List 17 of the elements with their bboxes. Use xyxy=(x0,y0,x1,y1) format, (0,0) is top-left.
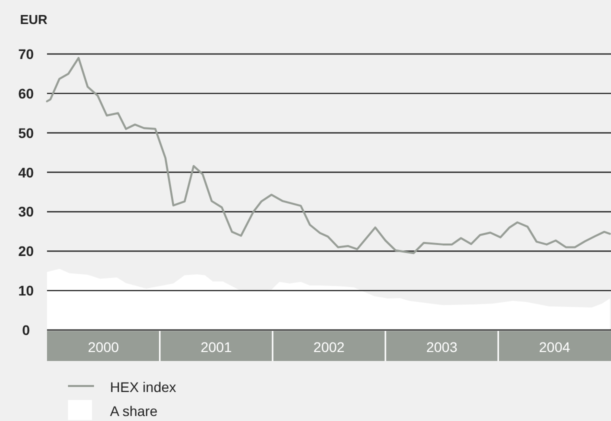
legend-label: A share xyxy=(110,403,158,419)
y-tick-label: 60 xyxy=(18,85,34,102)
x-tick-label: 2002 xyxy=(313,339,345,355)
y-tick-label: 10 xyxy=(18,282,34,299)
x-tick-label: 2004 xyxy=(539,339,570,355)
x-tick-label: 2003 xyxy=(426,339,458,355)
y-axis-title: EUR xyxy=(20,12,48,27)
y-tick-label: 70 xyxy=(18,46,34,62)
y-tick-label: 0 xyxy=(22,322,30,338)
y-tick-label: 40 xyxy=(18,164,34,180)
y-tick-label: 30 xyxy=(18,204,34,220)
legend-label: HEX index xyxy=(110,379,176,395)
x-tick-label: 2001 xyxy=(200,339,232,355)
y-tick-label: 50 xyxy=(18,124,34,141)
y-tick-label: 20 xyxy=(18,243,34,260)
line-series xyxy=(46,56,611,254)
x-tick-label: 2000 xyxy=(88,339,120,355)
